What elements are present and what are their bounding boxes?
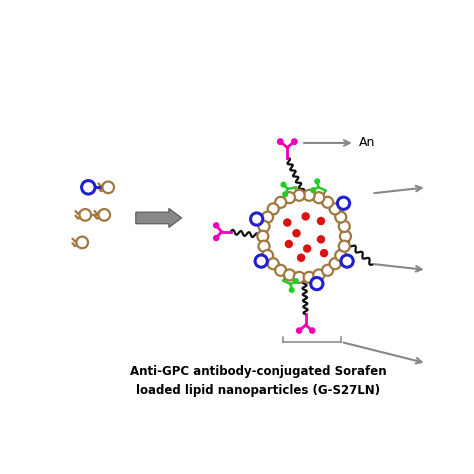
Circle shape	[304, 245, 311, 252]
Circle shape	[76, 237, 88, 248]
Circle shape	[329, 203, 341, 214]
Circle shape	[313, 269, 324, 281]
Circle shape	[258, 241, 270, 252]
Circle shape	[298, 254, 305, 261]
Text: Anti-GPC antibody-conjugated Sorafen: Anti-GPC antibody-conjugated Sorafen	[130, 365, 386, 377]
FancyArrow shape	[136, 209, 182, 228]
Circle shape	[99, 209, 110, 221]
Circle shape	[302, 213, 309, 220]
Circle shape	[262, 250, 273, 261]
Circle shape	[329, 258, 341, 269]
Circle shape	[304, 190, 315, 201]
Circle shape	[337, 197, 350, 210]
Text: loaded lipid nanoparticles (G-S27LN): loaded lipid nanoparticles (G-S27LN)	[136, 384, 380, 397]
Text: An: An	[359, 137, 375, 149]
Circle shape	[318, 218, 325, 225]
Circle shape	[335, 211, 346, 223]
Circle shape	[284, 192, 295, 203]
Circle shape	[335, 250, 346, 261]
Circle shape	[341, 255, 353, 267]
Circle shape	[339, 241, 350, 252]
Circle shape	[293, 230, 300, 237]
Circle shape	[284, 269, 295, 281]
Circle shape	[258, 221, 270, 232]
Circle shape	[275, 197, 286, 208]
Circle shape	[262, 211, 273, 223]
Circle shape	[294, 272, 305, 283]
Circle shape	[322, 265, 333, 276]
Circle shape	[80, 209, 91, 221]
Circle shape	[102, 182, 114, 193]
Circle shape	[294, 190, 305, 201]
Circle shape	[320, 250, 328, 256]
Circle shape	[255, 255, 267, 267]
Circle shape	[310, 277, 323, 290]
Circle shape	[318, 236, 325, 243]
Circle shape	[322, 197, 333, 208]
Circle shape	[82, 181, 95, 194]
Circle shape	[339, 221, 350, 232]
Circle shape	[304, 272, 315, 283]
Circle shape	[284, 219, 291, 226]
Circle shape	[275, 265, 286, 276]
Circle shape	[268, 201, 340, 272]
Circle shape	[257, 231, 268, 242]
Circle shape	[313, 192, 324, 203]
Circle shape	[251, 213, 263, 225]
Circle shape	[268, 203, 279, 214]
Circle shape	[285, 240, 292, 247]
Circle shape	[340, 231, 351, 242]
Circle shape	[268, 258, 279, 269]
